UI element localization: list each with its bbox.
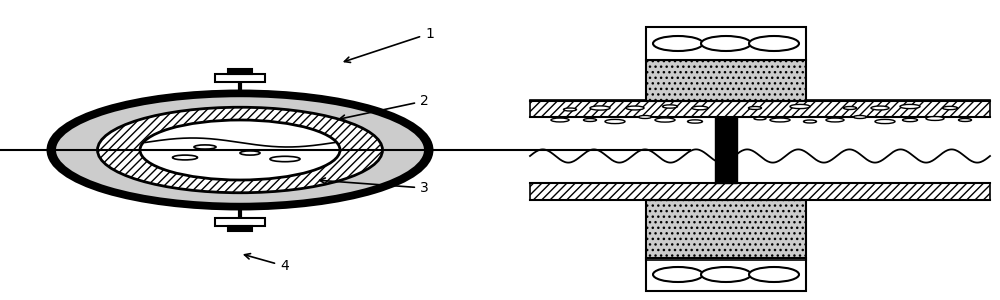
Circle shape xyxy=(653,36,703,51)
Ellipse shape xyxy=(639,116,652,118)
Circle shape xyxy=(653,267,703,282)
Ellipse shape xyxy=(826,118,844,122)
Ellipse shape xyxy=(551,118,569,122)
Circle shape xyxy=(140,120,340,180)
Bar xyxy=(530,183,990,200)
Bar xyxy=(215,74,265,82)
Ellipse shape xyxy=(240,151,260,155)
Ellipse shape xyxy=(590,106,610,110)
Bar xyxy=(228,69,252,74)
Text: 4: 4 xyxy=(244,254,289,273)
Text: 1: 1 xyxy=(344,26,434,62)
Bar xyxy=(646,258,806,291)
Ellipse shape xyxy=(662,105,678,108)
Bar xyxy=(646,27,806,60)
Circle shape xyxy=(701,36,751,51)
Ellipse shape xyxy=(770,118,790,122)
Ellipse shape xyxy=(926,116,944,120)
Text: 2: 2 xyxy=(340,94,429,121)
Ellipse shape xyxy=(875,119,895,124)
Ellipse shape xyxy=(270,156,300,162)
Ellipse shape xyxy=(958,118,972,122)
Bar xyxy=(228,226,252,231)
Circle shape xyxy=(98,107,382,193)
Ellipse shape xyxy=(900,104,920,109)
Ellipse shape xyxy=(626,106,644,110)
Ellipse shape xyxy=(902,118,918,122)
Circle shape xyxy=(749,267,799,282)
Bar xyxy=(715,117,737,183)
Bar xyxy=(530,100,990,117)
Text: 3: 3 xyxy=(320,178,429,195)
Ellipse shape xyxy=(942,106,958,109)
Ellipse shape xyxy=(748,106,762,110)
Ellipse shape xyxy=(194,145,216,149)
Ellipse shape xyxy=(692,106,708,110)
Bar xyxy=(646,200,806,260)
Ellipse shape xyxy=(754,117,766,120)
Ellipse shape xyxy=(871,106,889,110)
Bar xyxy=(215,218,265,226)
Ellipse shape xyxy=(717,118,733,122)
Circle shape xyxy=(98,107,382,193)
Ellipse shape xyxy=(844,106,856,110)
Ellipse shape xyxy=(688,120,702,123)
Circle shape xyxy=(52,94,428,206)
Ellipse shape xyxy=(790,104,810,109)
Ellipse shape xyxy=(804,120,816,123)
Bar xyxy=(530,117,990,183)
Ellipse shape xyxy=(584,118,596,122)
Ellipse shape xyxy=(605,119,625,124)
Ellipse shape xyxy=(173,155,198,160)
Bar xyxy=(646,60,806,100)
Ellipse shape xyxy=(854,116,866,118)
Ellipse shape xyxy=(655,118,675,122)
Circle shape xyxy=(749,36,799,51)
Ellipse shape xyxy=(564,108,576,111)
Circle shape xyxy=(701,267,751,282)
